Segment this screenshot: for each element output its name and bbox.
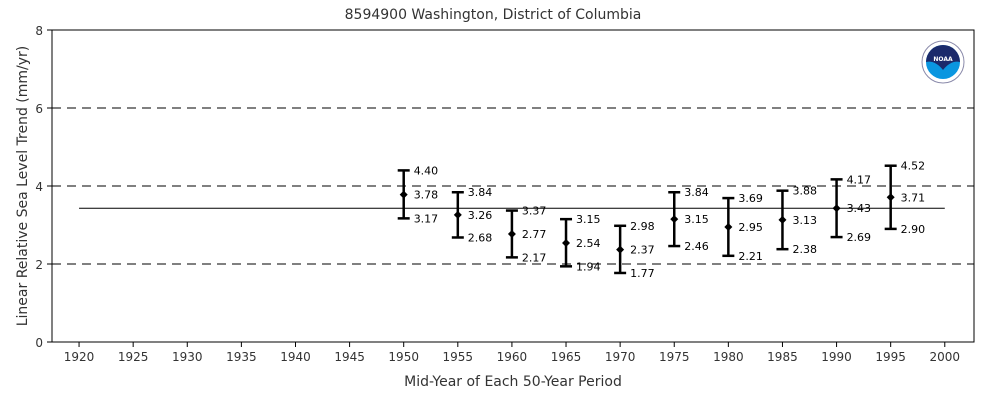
data-point (507, 229, 516, 238)
label-lower: 2.69 (847, 231, 872, 244)
x-tick-label: 1940 (280, 350, 311, 364)
data-point (670, 215, 679, 224)
x-tick-label: 1995 (875, 350, 906, 364)
label-lower: 2.46 (684, 240, 709, 253)
data-point (724, 222, 733, 231)
x-tick-label: 1985 (767, 350, 798, 364)
label-upper: 3.88 (792, 185, 817, 198)
label-value: 2.54 (576, 237, 601, 250)
data-point (562, 238, 571, 247)
label-upper: 3.37 (522, 205, 547, 218)
label-lower: 2.21 (738, 250, 763, 263)
x-tick-label: 1950 (388, 350, 419, 364)
noaa-logo: NOAA (921, 40, 965, 84)
label-upper: 3.84 (468, 186, 493, 199)
label-lower: 2.68 (468, 231, 493, 244)
x-tick-label: 1975 (659, 350, 690, 364)
label-lower: 1.94 (576, 260, 601, 273)
label-value: 3.26 (468, 209, 493, 222)
label-upper: 2.98 (630, 220, 655, 233)
label-upper: 4.52 (901, 160, 926, 173)
label-value: 3.43 (847, 202, 872, 215)
x-tick-label: 1945 (334, 350, 365, 364)
label-value: 3.78 (414, 189, 439, 202)
label-lower: 2.17 (522, 251, 547, 264)
label-upper: 3.84 (684, 186, 709, 199)
label-lower: 3.17 (414, 212, 439, 225)
data-point (616, 245, 625, 254)
x-tick-label: 1980 (713, 350, 744, 364)
label-value: 2.37 (630, 244, 655, 257)
label-upper: 3.15 (576, 213, 601, 226)
x-axis-label: Mid-Year of Each 50-Year Period (404, 374, 622, 390)
y-tick-label: 2 (35, 258, 43, 272)
label-upper: 4.17 (847, 173, 872, 186)
label-value: 3.13 (792, 214, 817, 227)
x-tick-label: 1990 (821, 350, 852, 364)
x-tick-label: 1970 (605, 350, 636, 364)
data-point (453, 210, 462, 219)
label-lower: 2.38 (792, 243, 817, 256)
label-value: 2.95 (738, 221, 763, 234)
label-value: 3.15 (684, 213, 709, 226)
x-tick-label: 1965 (551, 350, 582, 364)
x-tick-label: 1960 (497, 350, 528, 364)
data-point (399, 190, 408, 199)
x-tick-label: 1925 (118, 350, 149, 364)
y-tick-label: 4 (35, 180, 43, 194)
label-upper: 3.69 (738, 192, 763, 205)
label-lower: 1.77 (630, 267, 655, 280)
label-upper: 4.40 (414, 164, 439, 177)
data-point (832, 204, 841, 213)
y-axis-label: Linear Relative Sea Level Trend (mm/yr) (15, 46, 31, 327)
y-tick-label: 6 (35, 102, 43, 116)
svg-text:NOAA: NOAA (933, 56, 953, 63)
y-tick-label: 0 (35, 336, 43, 350)
y-tick-label: 8 (35, 24, 43, 38)
x-tick-label: 1955 (443, 350, 474, 364)
label-lower: 2.90 (901, 223, 926, 236)
data-point (778, 215, 787, 224)
chart-title: 8594900 Washington, District of Columbia (345, 7, 642, 23)
x-tick-label: 1930 (172, 350, 203, 364)
label-value: 2.77 (522, 228, 547, 241)
label-value: 3.71 (901, 191, 926, 204)
x-tick-label: 2000 (930, 350, 961, 364)
data-point (886, 193, 895, 202)
x-tick-label: 1935 (226, 350, 257, 364)
x-tick-label: 1920 (64, 350, 95, 364)
